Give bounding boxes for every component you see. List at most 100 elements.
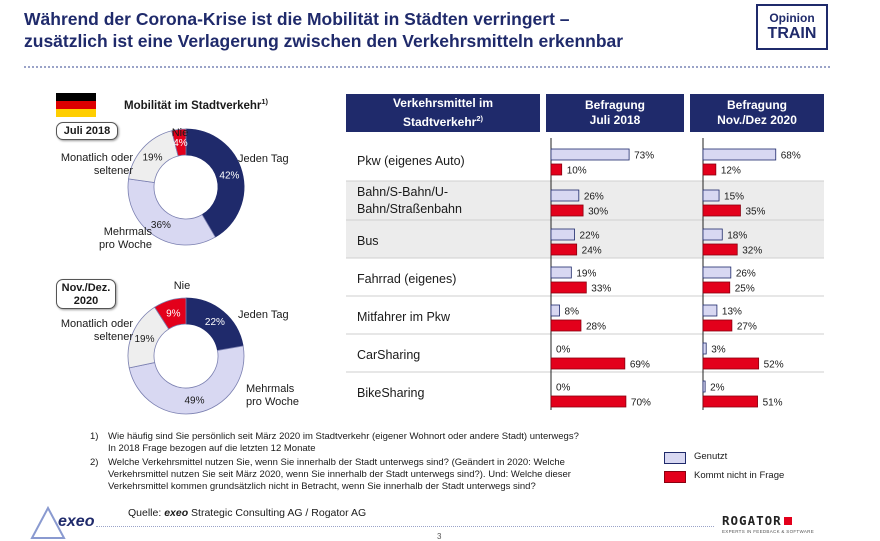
donut-category-label-1-0: Mehrmals [104, 226, 153, 238]
donut-category-label-1-1: pro Woche [246, 396, 299, 408]
footnote-2-line-2: Verkehrsmittel nutzen Sie seit März 2020… [108, 469, 571, 480]
bar-label-0-0-0: 73% [634, 151, 654, 162]
bar-label-0-2-0: 22% [580, 231, 600, 242]
bar-label-1-3-0: 26% [736, 269, 756, 280]
tag-juli-2018: Juli 2018 [56, 122, 118, 140]
header-juli-line1: Befragung [585, 98, 645, 112]
bar-1-5-1 [702, 357, 760, 370]
bar-1-4-1 [702, 319, 733, 332]
header-juli-2018: Befragung Juli 2018 [546, 94, 684, 132]
donut-slice-0 [185, 128, 245, 238]
page-number: 3 [437, 532, 442, 541]
mobility-heading-sup: 1) [261, 97, 269, 106]
bar-label-0-1-1: 30% [588, 207, 608, 218]
header-verkehrsmittel-sup: 2) [476, 114, 484, 123]
rogator-logo: ROGATOR EXPERTS IN FEEDBACK & SOFTWARE [722, 512, 832, 538]
exeo-logo: exeo [58, 513, 95, 530]
bar-1-4-0 [702, 304, 718, 317]
header-verkehrsmittel-line1: Verkehrsmittel im [392, 96, 494, 110]
bar-0-0-0 [550, 148, 630, 161]
donut-value-label-1: 36% [151, 220, 171, 231]
row-shade-1 [346, 181, 824, 220]
footnote-1-number: 1) [90, 431, 99, 442]
title-line-1: Während der Corona-Krise ist die Mobilit… [24, 9, 570, 29]
bar-1-0-0 [702, 148, 777, 161]
row-label-4-0: Mitfahrer im Pkw [357, 310, 451, 324]
legend-label-kommt-nicht: Kommt nicht in Frage [694, 470, 784, 482]
bar-1-1-1 [702, 204, 741, 217]
donut-value-label-2: 19% [142, 152, 162, 163]
bar-label-0-0-1: 10% [567, 166, 587, 177]
title-line-2: zusätzlich ist eine Verlagerung zwischen… [24, 31, 624, 51]
bar-label-0-4-0: 8% [565, 307, 580, 318]
mobility-heading-text: Mobilität im Stadtverkehr [124, 99, 262, 112]
bar-1-6-0 [702, 380, 706, 393]
donut-category-label-3-0: Nie [172, 127, 189, 139]
bar-1-6-1 [702, 395, 758, 408]
footnote-2-number: 2) [90, 457, 99, 468]
bar-label-0-4-1: 28% [586, 322, 606, 333]
page-title: Während der Corona-Krise ist die Mobilit… [24, 8, 714, 52]
rogator-logo-subtitle: EXPERTS IN FEEDBACK & SOFTWARE [722, 529, 815, 534]
bar-1-2-1 [702, 243, 738, 256]
bar-1-2-0 [702, 228, 723, 241]
dotted-footer-rule [96, 526, 714, 527]
donut-category-label-0-0: Jeden Tag [238, 309, 289, 321]
bar-label-1-4-0: 13% [722, 307, 742, 318]
bar-0-2-1 [550, 243, 578, 256]
badge-line-1: Opinion [769, 11, 815, 25]
bar-label-1-0-1: 12% [721, 166, 741, 177]
german-flag-icon [56, 93, 96, 117]
source-brand: exeo [164, 507, 189, 519]
donut-category-label-0-0: Jeden Tag [238, 153, 289, 165]
bar-label-0-3-0: 19% [576, 269, 596, 280]
title-divider [24, 66, 830, 68]
bar-label-1-4-1: 27% [737, 322, 757, 333]
mobility-heading: Mobilität im Stadtverkehr1) [124, 97, 268, 112]
donut-slice-3 [171, 128, 187, 157]
exeo-logo-triangle-icon [30, 505, 66, 539]
footnote-2-line-1: Welche Verkehrsmittel nutzen Sie, wenn S… [108, 457, 565, 468]
bar-label-0-6-0: 0% [556, 383, 571, 394]
bar-label-1-3-1: 25% [735, 284, 755, 295]
opinion-train-badge: Opinion TRAIN [756, 4, 828, 50]
header-juli-line2: Juli 2018 [589, 113, 641, 127]
header-verkehrsmittel: Verkehrsmittel im Stadtverkehr2) [346, 94, 540, 132]
header-nov-line1: Befragung [726, 98, 787, 112]
bar-1-3-0 [702, 266, 732, 279]
bar-label-1-5-1: 52% [764, 360, 784, 371]
donut-category-label-2-1: seltener [94, 165, 133, 177]
bar-label-0-3-1: 33% [591, 284, 611, 295]
bar-0-2-0 [550, 228, 575, 241]
rogator-logo-square-icon [783, 517, 792, 525]
donut-category-label-1-0: Mehrmals [246, 383, 295, 395]
badge-line-2: TRAIN [767, 25, 817, 42]
bar-0-4-0 [550, 304, 560, 317]
header-nov-line2: Nov./Dez 2020 [717, 113, 797, 127]
bar-label-1-0-0: 68% [781, 151, 801, 162]
row-shade-2 [346, 220, 824, 258]
footnote-1-line-1: Wie häufig sind Sie persönlich seit März… [108, 431, 579, 442]
bar-label-1-2-1: 32% [742, 246, 762, 257]
bar-label-1-6-0: 2% [710, 383, 725, 394]
legend-text-kommt-nicht: Kommt nicht in Frage [694, 470, 785, 481]
legend-swatch-kommt-nicht [664, 471, 686, 483]
donut-category-label-2-0: Monatlich oder [61, 152, 133, 164]
bar-1-1-0 [702, 189, 720, 202]
row-label-2-0: Bus [357, 234, 379, 248]
rogator-logo-text: ROGATOR [722, 513, 782, 528]
donut-slice-3 [154, 297, 187, 330]
bar-label-1-1-0: 15% [724, 192, 744, 203]
donut-slice-1 [128, 345, 245, 415]
tag-nov-dez-2020: Nov./Dez. 2020 [56, 279, 116, 309]
bar-1-3-1 [702, 281, 731, 294]
bar-1-0-1 [702, 163, 717, 176]
bar-label-1-5-0: 3% [711, 345, 726, 356]
source-prefix: Quelle: [128, 507, 165, 519]
row-label-0-0: Pkw (eigenes Auto) [357, 154, 465, 168]
header-nov-dez-2020: Befragung Nov./Dez 2020 [690, 94, 824, 132]
row-label-1-0: Bahn/S-Bahn/U- [357, 185, 449, 199]
source-line: Quelle: exeo Strategic Consulting AG / R… [128, 507, 366, 519]
